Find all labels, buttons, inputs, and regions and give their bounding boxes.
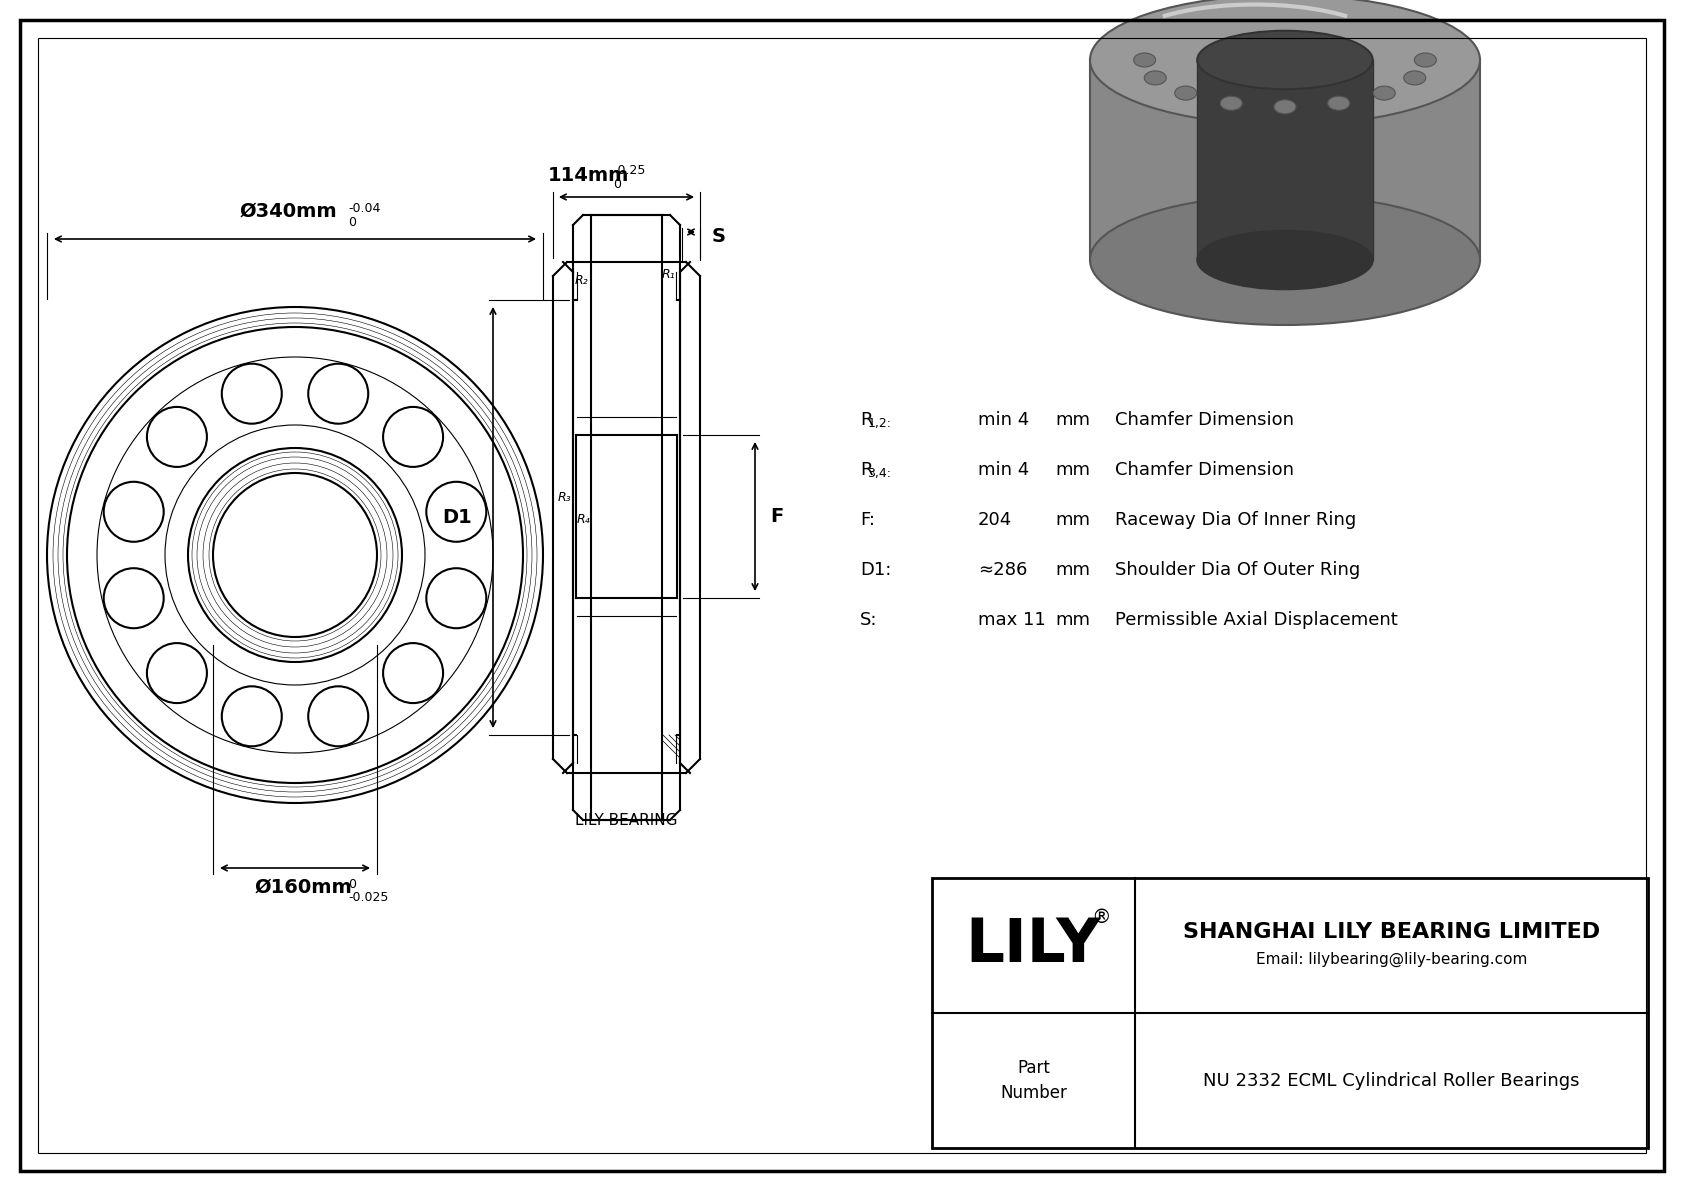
Text: 114mm: 114mm — [547, 166, 630, 185]
Text: R: R — [861, 411, 872, 429]
Text: 3,4:: 3,4: — [867, 468, 891, 480]
Text: 1,2:: 1,2: — [867, 418, 891, 430]
Text: mm: mm — [1054, 611, 1090, 629]
Text: SHANGHAI LILY BEARING LIMITED: SHANGHAI LILY BEARING LIMITED — [1182, 922, 1600, 942]
Text: min 4: min 4 — [978, 411, 1029, 429]
Text: -0.25: -0.25 — [613, 164, 645, 177]
Text: F: F — [770, 507, 783, 526]
Ellipse shape — [1415, 54, 1436, 67]
Text: mm: mm — [1054, 511, 1090, 529]
Text: Ø160mm: Ø160mm — [254, 878, 352, 897]
Text: 204: 204 — [978, 511, 1012, 529]
Bar — [931, 878, 1649, 1148]
Text: S: S — [712, 226, 726, 245]
Text: Chamfer Dimension: Chamfer Dimension — [1115, 461, 1293, 479]
Text: Permissible Axial Displacement: Permissible Axial Displacement — [1115, 611, 1398, 629]
Text: R₂: R₂ — [574, 274, 589, 287]
Ellipse shape — [1372, 86, 1396, 100]
Ellipse shape — [1404, 71, 1426, 85]
Text: Part
Number: Part Number — [1000, 1059, 1068, 1102]
Text: Ø340mm: Ø340mm — [241, 202, 337, 222]
Ellipse shape — [1145, 71, 1167, 85]
Text: Shoulder Dia Of Outer Ring: Shoulder Dia Of Outer Ring — [1115, 561, 1361, 579]
Text: R₃: R₃ — [557, 491, 571, 504]
Ellipse shape — [1197, 231, 1372, 289]
Text: ®: ® — [1091, 908, 1111, 927]
Text: -0.04: -0.04 — [349, 202, 381, 216]
Text: -0.025: -0.025 — [349, 891, 389, 904]
Text: Chamfer Dimension: Chamfer Dimension — [1115, 411, 1293, 429]
Text: LILY: LILY — [965, 916, 1101, 975]
Text: LILY BEARING: LILY BEARING — [576, 813, 677, 828]
Text: D1: D1 — [443, 509, 472, 526]
Text: R₁: R₁ — [662, 268, 675, 281]
Text: S:: S: — [861, 611, 877, 629]
Text: max 11: max 11 — [978, 611, 1046, 629]
Text: mm: mm — [1054, 461, 1090, 479]
Text: 0: 0 — [349, 216, 355, 229]
Text: R₄: R₄ — [578, 513, 591, 526]
Text: min 4: min 4 — [978, 461, 1029, 479]
Text: 0: 0 — [349, 878, 355, 891]
Ellipse shape — [1197, 31, 1372, 89]
Ellipse shape — [1090, 195, 1480, 325]
Text: Raceway Dia Of Inner Ring: Raceway Dia Of Inner Ring — [1115, 511, 1356, 529]
Text: F:: F: — [861, 511, 876, 529]
Text: NU 2332 ECML Cylindrical Roller Bearings: NU 2332 ECML Cylindrical Roller Bearings — [1204, 1072, 1580, 1090]
Text: D1:: D1: — [861, 561, 891, 579]
Ellipse shape — [1275, 100, 1297, 114]
Text: Email: lilybearing@lily-bearing.com: Email: lilybearing@lily-bearing.com — [1256, 952, 1527, 967]
Polygon shape — [1090, 60, 1480, 260]
Text: ≈286: ≈286 — [978, 561, 1027, 579]
Ellipse shape — [1327, 96, 1351, 111]
Text: mm: mm — [1054, 561, 1090, 579]
Polygon shape — [1197, 60, 1372, 260]
Ellipse shape — [1175, 86, 1197, 100]
Text: mm: mm — [1054, 411, 1090, 429]
Ellipse shape — [1221, 96, 1243, 111]
Text: 0: 0 — [613, 177, 621, 191]
Ellipse shape — [1133, 54, 1155, 67]
Text: R: R — [861, 461, 872, 479]
Ellipse shape — [1090, 0, 1480, 125]
